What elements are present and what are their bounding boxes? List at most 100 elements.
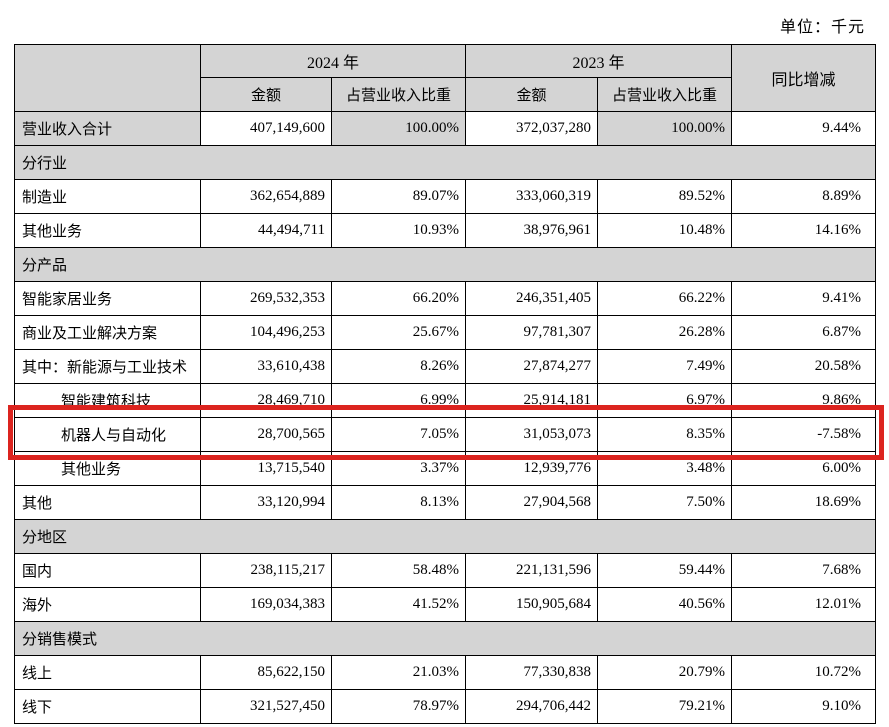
yoy-change: 6.87%: [731, 315, 876, 350]
row-label: 其他业务: [14, 213, 201, 248]
amount-2023: 77,330,838: [465, 655, 598, 690]
amount-2024: 362,654,889: [200, 179, 332, 214]
yoy-change: -7.58%: [731, 417, 876, 452]
header-year-2024: 2024 年: [200, 44, 466, 78]
table-row-commercial-industrial-solutions: 商业及工业解决方案 104,496,253 25.67% 97,781,307 …: [14, 315, 876, 350]
section-row-by-product: 分产品: [14, 247, 876, 282]
table-row-robotics-automation: 机器人与自动化 28,700,565 7.05% 31,053,073 8.35…: [14, 417, 876, 452]
section-label: 分行业: [14, 145, 876, 180]
amount-2024: 104,496,253: [200, 315, 332, 350]
amount-2024: 28,700,565: [200, 417, 332, 452]
amount-2023: 27,874,277: [465, 349, 598, 384]
table-row-other-business-product: 其他业务 13,715,540 3.37% 12,939,776 3.48% 6…: [14, 451, 876, 486]
yoy-change: 12.01%: [731, 587, 876, 622]
table-row-other: 其他 33,120,994 8.13% 27,904,568 7.50% 18.…: [14, 485, 876, 520]
pct-2024: 66.20%: [331, 281, 466, 316]
amount-2024: 13,715,540: [200, 451, 332, 486]
section-label: 分销售模式: [14, 621, 876, 656]
amount-2023: 12,939,776: [465, 451, 598, 486]
header-row-years: 2024 年 2023 年 同比增减: [14, 44, 876, 112]
amount-2024: 28,469,710: [200, 383, 332, 418]
pct-2023: 40.56%: [597, 587, 732, 622]
table-row-offline: 线下 321,527,450 78.97% 294,706,442 79.21%…: [14, 689, 876, 724]
pct-2023: 100.00%: [597, 111, 732, 146]
header-amount-2024: 金额: [200, 77, 332, 112]
unit-label: 单位：千元: [779, 19, 865, 36]
row-label: 制造业: [14, 179, 201, 214]
amount-2024: 238,115,217: [200, 553, 332, 588]
row-label: 其中：新能源与工业技术: [14, 349, 201, 384]
pct-2024: 7.05%: [331, 417, 466, 452]
header-year-2023: 2023 年: [465, 44, 732, 78]
row-label: 海外: [14, 587, 201, 622]
table-row-smart-building-tech: 智能建筑科技 28,469,710 6.99% 25,914,181 6.97%…: [14, 383, 876, 418]
table-row-manufacturing: 制造业 362,654,889 89.07% 333,060,319 89.52…: [14, 179, 876, 214]
header-pct-2023: 占营业收入比重: [597, 77, 732, 112]
pct-2024: 8.13%: [331, 485, 466, 520]
row-label: 智能建筑科技: [14, 383, 201, 418]
yoy-change: 9.41%: [731, 281, 876, 316]
pct-2023: 8.35%: [597, 417, 732, 452]
amount-2023: 150,905,684: [465, 587, 598, 622]
table-row-smart-home: 智能家居业务 269,532,353 66.20% 246,351,405 66…: [14, 281, 876, 316]
yoy-change: 7.68%: [731, 553, 876, 588]
yoy-change: 9.86%: [731, 383, 876, 418]
amount-2024: 85,622,150: [200, 655, 332, 690]
pct-2024: 41.52%: [331, 587, 466, 622]
header-yoy-change: 同比增减: [731, 44, 876, 112]
amount-2023: 97,781,307: [465, 315, 598, 350]
yoy-change: 14.16%: [731, 213, 876, 248]
row-label: 国内: [14, 553, 201, 588]
table-row-total-revenue: 营业收入合计 407,149,600 100.00% 372,037,280 1…: [14, 111, 876, 146]
table-row-domestic: 国内 238,115,217 58.48% 221,131,596 59.44%…: [14, 553, 876, 588]
pct-2024: 89.07%: [331, 179, 466, 214]
header-amount-2023: 金额: [465, 77, 598, 112]
pct-2023: 6.97%: [597, 383, 732, 418]
pct-2023: 7.49%: [597, 349, 732, 384]
header-category-blank: [14, 44, 201, 112]
pct-2024: 6.99%: [331, 383, 466, 418]
row-label: 智能家居业务: [14, 281, 201, 316]
amount-2024: 33,120,994: [200, 485, 332, 520]
table-row-overseas: 海外 169,034,383 41.52% 150,905,684 40.56%…: [14, 587, 876, 622]
table-row-online: 线上 85,622,150 21.03% 77,330,838 20.79% 1…: [14, 655, 876, 690]
row-label: 其他业务: [14, 451, 201, 486]
amount-2023: 294,706,442: [465, 689, 598, 724]
pct-2024: 78.97%: [331, 689, 466, 724]
pct-2023: 66.22%: [597, 281, 732, 316]
amount-2023: 221,131,596: [465, 553, 598, 588]
pct-2023: 3.48%: [597, 451, 732, 486]
pct-2023: 89.52%: [597, 179, 732, 214]
amount-2024: 169,034,383: [200, 587, 332, 622]
pct-2024: 21.03%: [331, 655, 466, 690]
pct-2023: 7.50%: [597, 485, 732, 520]
yoy-change: 9.44%: [731, 111, 876, 146]
header-pct-2024: 占营业收入比重: [331, 77, 466, 112]
pct-2024: 10.93%: [331, 213, 466, 248]
amount-2023: 27,904,568: [465, 485, 598, 520]
header-row-measures: 金额 占营业收入比重 金额 占营业收入比重: [15, 77, 876, 112]
pct-2023: 26.28%: [597, 315, 732, 350]
row-label: 机器人与自动化: [14, 417, 201, 452]
amount-2024: 269,532,353: [200, 281, 332, 316]
pct-2024: 58.48%: [331, 553, 466, 588]
amount-2023: 372,037,280: [465, 111, 598, 146]
pct-2023: 79.21%: [597, 689, 732, 724]
yoy-change: 6.00%: [731, 451, 876, 486]
row-label: 线上: [14, 655, 201, 690]
row-label: 其他: [14, 485, 201, 520]
pct-2023: 59.44%: [597, 553, 732, 588]
section-row-by-sales-model: 分销售模式: [14, 621, 876, 656]
amount-2024: 407,149,600: [200, 111, 332, 146]
revenue-breakdown-table: 2024 年 2023 年 同比增减 金额 占营业收入比重 金额 占营业收入比重…: [14, 44, 876, 724]
amount-2023: 246,351,405: [465, 281, 598, 316]
amount-2023: 25,914,181: [465, 383, 598, 418]
section-label: 分产品: [14, 247, 876, 282]
pct-2023: 20.79%: [597, 655, 732, 690]
pct-2024: 8.26%: [331, 349, 466, 384]
row-label: 营业收入合计: [14, 111, 201, 146]
amount-2024: 33,610,438: [200, 349, 332, 384]
table-row-new-energy-industrial-tech: 其中：新能源与工业技术 33,610,438 8.26% 27,874,277 …: [14, 349, 876, 384]
pct-2024: 3.37%: [331, 451, 466, 486]
row-label: 商业及工业解决方案: [14, 315, 201, 350]
